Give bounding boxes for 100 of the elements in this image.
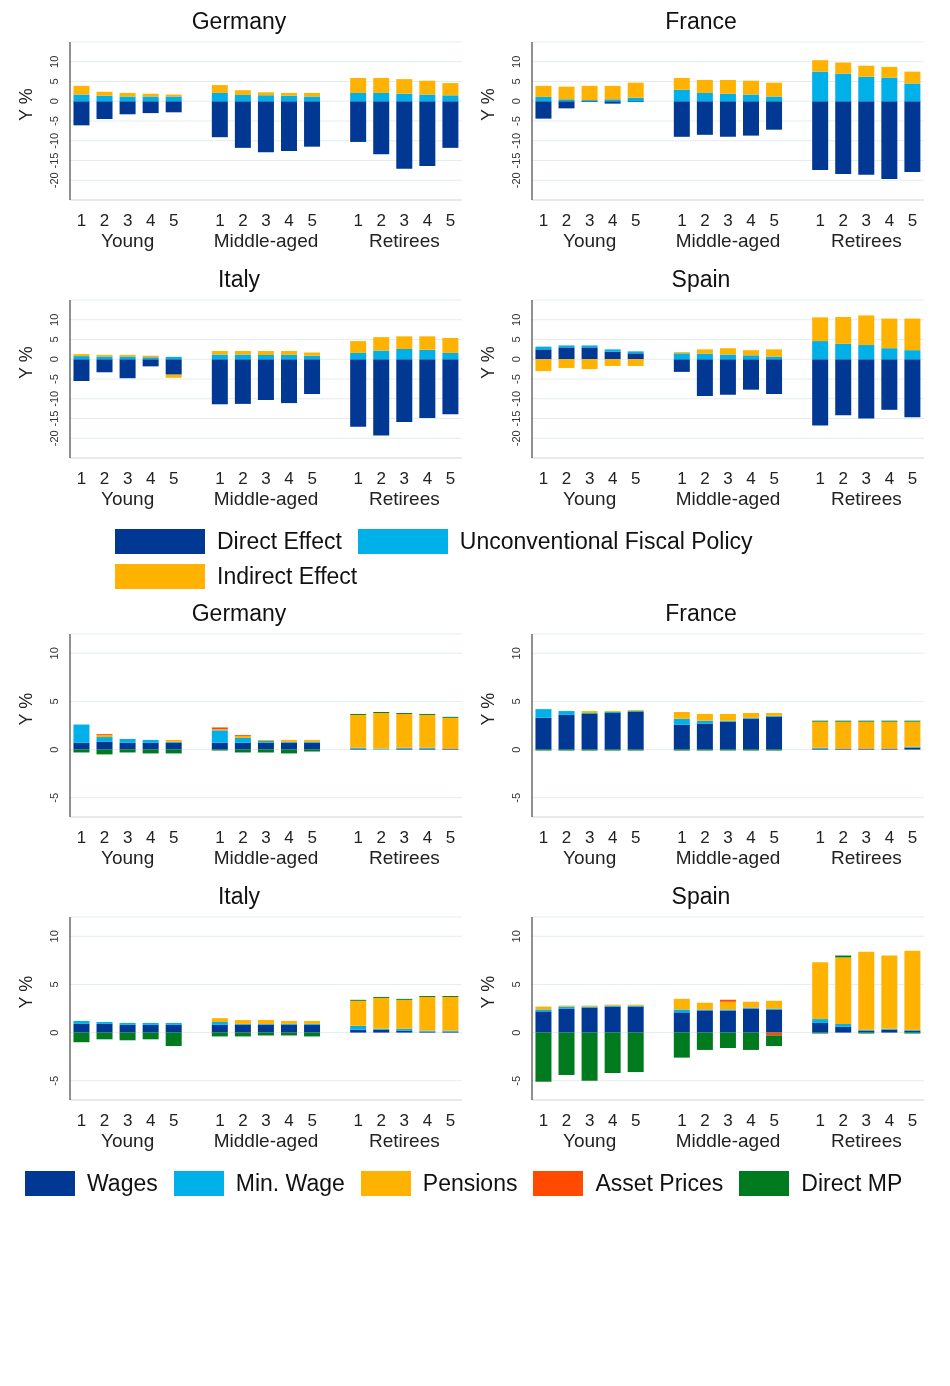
y-axis-title: Y % (478, 346, 499, 379)
y-tick-label: 0 (510, 98, 522, 105)
x-tick-label: 4 (145, 828, 156, 848)
y-axis-title: Y % (16, 975, 37, 1009)
x-tick-label: 3 (122, 1111, 133, 1131)
y-tick-label: 0 (48, 98, 60, 105)
y-tick-label: 0 (510, 746, 522, 753)
x-tick-label: 2 (238, 1111, 248, 1131)
x-tick-label: 5 (631, 828, 641, 848)
x-tick-label: 4 (607, 828, 618, 848)
y-tick-label: -15 (510, 152, 522, 169)
x-tick-label: 2 (99, 469, 110, 489)
x-tick-label: 5 (907, 211, 918, 231)
x-tick-label: 4 (746, 828, 756, 848)
x-tick-label: 3 (261, 1111, 271, 1131)
chart-title: Italy (216, 883, 262, 911)
x-tick-label: 3 (723, 828, 733, 848)
x-tick-label: 5 (907, 469, 918, 489)
y-tick-label: -5 (48, 1075, 60, 1086)
x-tick-label: 2 (700, 211, 710, 231)
x-tick-label: 1 (76, 828, 87, 848)
x-tick-label: 1 (815, 1111, 825, 1131)
x-tick-label: 3 (399, 828, 410, 848)
x-tick-label: 3 (399, 211, 410, 231)
y-tick-label: 5 (510, 78, 522, 85)
x-tick-label: 4 (422, 469, 433, 489)
x-tick-label: 1 (76, 211, 87, 231)
x-tick-label: 5 (307, 1111, 317, 1131)
text: Middle-aged (674, 1130, 782, 1152)
chart-title: France (664, 600, 738, 628)
chart-title: Spain (670, 266, 732, 294)
x-tick-label: 2 (238, 828, 248, 848)
x-tick-label: 3 (261, 469, 271, 489)
text: Middle-aged (674, 488, 782, 510)
y-tick-label: -5 (48, 116, 60, 126)
x-tick-label: 1 (76, 1111, 87, 1131)
x-tick-label: 1 (215, 211, 225, 231)
chart-title: Germany (190, 600, 288, 628)
text: Retirees (367, 847, 441, 869)
y-axis-title: Y % (16, 88, 37, 121)
text: Retirees (367, 230, 441, 252)
y-tick-label: 10 (510, 313, 522, 326)
y-tick-label: -20 (48, 430, 60, 447)
y-tick-label: -5 (510, 792, 522, 803)
x-tick-label: 5 (907, 828, 918, 848)
x-tick-label: 5 (169, 1111, 179, 1131)
legend-label: Unconventional Fiscal Policy (459, 528, 753, 555)
x-tick-label: 3 (723, 469, 733, 489)
x-tick-label: 3 (584, 211, 595, 231)
x-tick-label: 2 (376, 211, 387, 231)
x-tick-label: 1 (815, 828, 825, 848)
x-tick-label: 2 (700, 828, 710, 848)
y-tick-label: -15 (510, 410, 522, 427)
y-tick-label: 5 (48, 698, 60, 705)
y-tick-label: 10 (48, 313, 60, 326)
x-tick-label: 3 (122, 828, 133, 848)
text: Middle-aged (212, 488, 320, 510)
y-tick-label: 5 (48, 981, 60, 988)
x-tick-label: 1 (353, 1111, 363, 1131)
y-tick-label: 10 (48, 647, 60, 660)
legend-label: Indirect Effect (217, 563, 358, 590)
legend-label: Pensions (422, 1170, 518, 1197)
x-tick-label: 3 (861, 211, 872, 231)
x-tick-label: 3 (399, 469, 410, 489)
legend-label: Direct Effect (217, 528, 342, 555)
text: Young (100, 1130, 156, 1152)
x-tick-label: 4 (422, 211, 433, 231)
y-tick-label: 10 (48, 55, 60, 68)
x-tick-label: 1 (677, 1111, 687, 1131)
x-tick-label: 3 (122, 469, 133, 489)
x-tick-label: 4 (746, 469, 756, 489)
x-tick-label: 3 (861, 469, 872, 489)
legend-label: Direct MP (801, 1170, 903, 1197)
x-tick-label: 1 (76, 469, 87, 489)
y-axis-title: Y % (16, 692, 37, 726)
x-tick-label: 4 (145, 1111, 156, 1131)
x-tick-label: 1 (538, 469, 549, 489)
y-tick-label: -5 (510, 374, 522, 384)
x-tick-label: 3 (861, 1111, 872, 1131)
x-tick-label: 4 (607, 211, 618, 231)
x-tick-label: 5 (769, 1111, 779, 1131)
x-tick-label: 3 (584, 828, 595, 848)
y-tick-label: -10 (510, 132, 522, 149)
text: Young (562, 1130, 618, 1152)
x-tick-label: 3 (122, 211, 133, 231)
text: Young (100, 488, 156, 510)
y-axis-title: Y % (16, 346, 37, 379)
y-tick-label: 10 (510, 55, 522, 68)
text: Young (100, 847, 156, 869)
x-tick-label: 1 (815, 469, 825, 489)
chart-title: Spain (670, 883, 732, 911)
y-tick-label: 10 (510, 930, 522, 943)
x-tick-label: 2 (561, 1111, 572, 1131)
text: Young (562, 847, 618, 869)
x-tick-label: 5 (169, 211, 179, 231)
x-tick-label: 3 (723, 211, 733, 231)
x-tick-label: 5 (631, 1111, 641, 1131)
x-tick-label: 4 (884, 211, 895, 231)
x-tick-label: 5 (631, 211, 641, 231)
y-tick-label: 10 (510, 647, 522, 660)
